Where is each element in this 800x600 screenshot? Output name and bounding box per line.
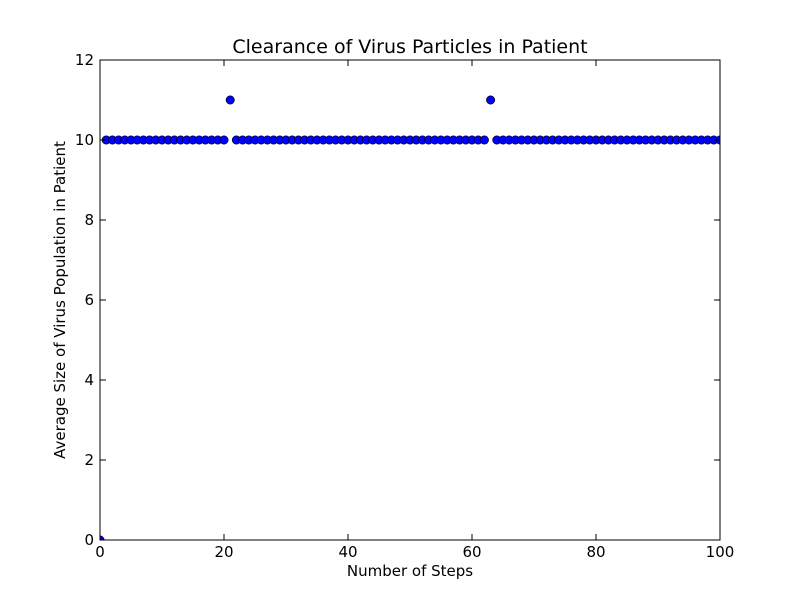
- data-point: [486, 95, 496, 105]
- y-tick-label: 6: [84, 291, 94, 309]
- x-tick-label: 80: [586, 543, 605, 561]
- x-tick-label: 40: [338, 543, 357, 561]
- y-tick-label: 0: [84, 531, 94, 549]
- x-tick-label: 100: [706, 543, 735, 561]
- data-point: [479, 135, 489, 145]
- data-point: [219, 135, 229, 145]
- y-tick-label: 4: [84, 371, 94, 389]
- x-tick-label: 60: [462, 543, 481, 561]
- data-point: [225, 95, 235, 105]
- y-tick-label: 10: [75, 131, 94, 149]
- points-layer: [100, 95, 720, 540]
- plot-frame: [99, 59, 721, 541]
- x-tick-label: 20: [214, 543, 233, 561]
- x-tick-label: 0: [95, 543, 105, 561]
- y-tick-label: 2: [84, 451, 94, 469]
- ticks-layer: 0 20 40 60 80 100 0 2 4 6 8 10 12: [75, 51, 734, 561]
- y-tick-label: 8: [84, 211, 94, 229]
- y-tick-label: 12: [75, 51, 94, 69]
- y-axis-label: Average Size of Virus Population in Pati…: [51, 141, 69, 459]
- x-axis-label: Number of Steps: [347, 562, 473, 580]
- chart-title: Clearance of Virus Particles in Patient: [232, 36, 587, 58]
